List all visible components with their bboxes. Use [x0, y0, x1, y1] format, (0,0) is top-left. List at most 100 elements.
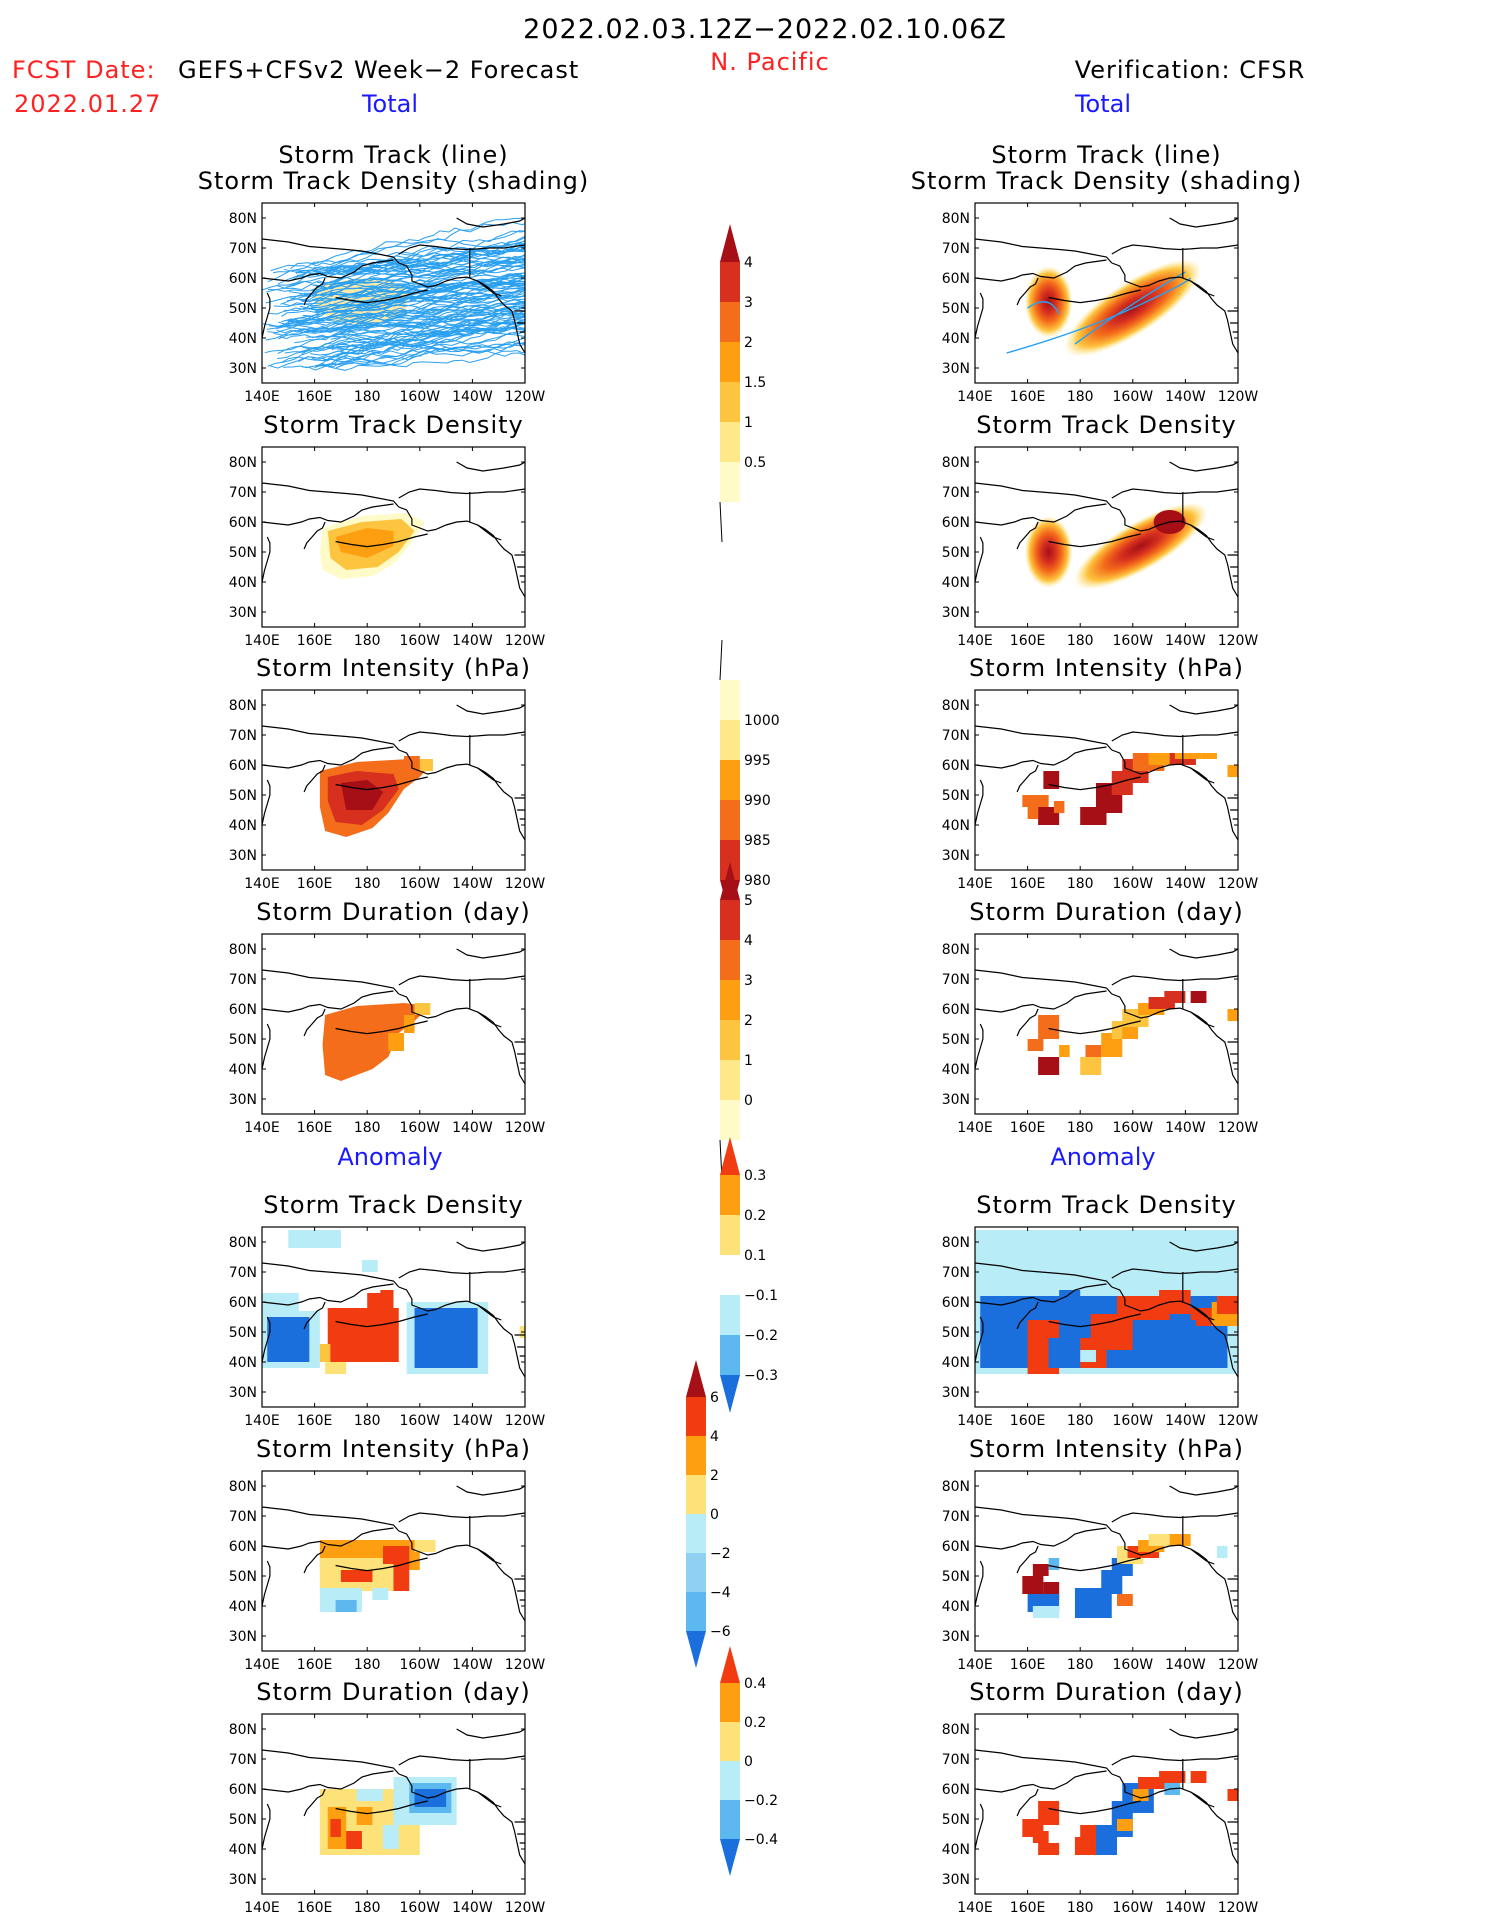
colorbar-segment	[720, 1375, 740, 1413]
lat-tick-label: 80N	[229, 1479, 257, 1495]
lat-tick-label: 70N	[942, 1265, 970, 1281]
bc-border	[477, 767, 502, 784]
state-borders	[1227, 797, 1238, 820]
lon-tick-label: 120W	[505, 1657, 546, 1673]
coast-kamchatka	[1016, 1301, 1039, 1330]
lon-tick-label: 140W	[1165, 1120, 1206, 1136]
lat-tick-label: 60N	[229, 1002, 257, 1018]
coast-okhotsk	[262, 503, 394, 526]
shading-cell	[372, 1588, 389, 1600]
lat-tick-label: 60N	[942, 1539, 970, 1555]
lat-tick-label: 80N	[942, 698, 970, 714]
shading-cell	[1201, 753, 1217, 759]
shading-cell	[1038, 1015, 1060, 1039]
colorbar-tail	[719, 639, 723, 681]
colorbar-segment	[686, 1397, 706, 1436]
lat-tick-label: 30N	[942, 1629, 970, 1645]
colorbar-segment	[686, 1360, 706, 1397]
lat-tick-label: 60N	[942, 271, 970, 287]
lon-tick-label: 140E	[244, 1120, 280, 1136]
lat-tick-label: 70N	[942, 972, 970, 988]
colorbar-segment	[720, 262, 740, 302]
lon-tick-label: 160W	[1113, 1120, 1154, 1136]
lat-tick-label: 30N	[229, 1629, 257, 1645]
storm-track-line	[315, 341, 525, 367]
state-borders	[514, 310, 525, 333]
coastline	[975, 704, 1238, 841]
shading-cell	[1080, 1350, 1096, 1362]
coastline	[262, 704, 525, 841]
colorbar-segment	[720, 1215, 740, 1255]
panel-title: Storm Track Density	[976, 411, 1236, 439]
storm-track-line	[283, 288, 525, 311]
lat-tick-label: 70N	[942, 728, 970, 744]
state-borders	[1227, 554, 1238, 577]
coast-kamchatka	[1016, 1545, 1039, 1574]
lat-tick-label: 70N	[942, 1752, 970, 1768]
colorbar-colorbar-anom-duration: 0.4 0.2 0 −0.2 −0.4	[720, 1646, 778, 1876]
lon-tick-label: 180	[1067, 876, 1094, 892]
colorbar-label: 4	[744, 255, 753, 271]
colorbar-colorbar-anom-intensity: 6 4 2 0 −2 −4 −6	[686, 1360, 731, 1668]
lat-tick-label: 40N	[229, 1355, 257, 1371]
colorbar-label: −4	[710, 1585, 731, 1601]
coast-okhotsk	[262, 1527, 394, 1550]
coast-kamchatka	[1016, 764, 1039, 793]
aleutian-chain	[335, 1557, 428, 1572]
shading-cell	[382, 1825, 399, 1849]
anomaly-label-right: Anomaly	[1050, 1143, 1155, 1171]
shading-cell	[1132, 1789, 1149, 1801]
colorbar-segment	[720, 342, 740, 382]
coastline	[975, 217, 1238, 354]
coast-japan	[975, 1560, 984, 1607]
coast-kamchatka	[303, 1301, 326, 1330]
state-borders	[514, 1821, 525, 1844]
coast-arctic-na	[1111, 488, 1238, 499]
coast-japan	[262, 779, 271, 826]
coast-arctic-na	[398, 731, 525, 742]
lon-tick-label: 180	[1067, 389, 1094, 405]
shading-cell	[1074, 1837, 1096, 1855]
lon-tick-label: 180	[1067, 633, 1094, 649]
shading-cell	[419, 759, 433, 771]
lon-tick-label: 160W	[1113, 633, 1154, 649]
shading-cell	[1159, 1771, 1186, 1783]
shading-cell	[288, 1230, 341, 1248]
map-content	[975, 461, 1238, 598]
colorbar-label: −2	[710, 1546, 731, 1562]
lat-tick-label: 40N	[942, 331, 970, 347]
colorbar-segment	[720, 382, 740, 422]
lat-tick-label: 70N	[229, 1509, 257, 1525]
lat-tick-label: 30N	[942, 361, 970, 377]
colorbar-label: 6	[710, 1390, 719, 1406]
lon-tick-label: 160E	[297, 876, 333, 892]
lon-tick-label: 160E	[297, 633, 333, 649]
map-panel-L-track-line: Storm Track (line)Storm Track Density (s…	[198, 141, 589, 405]
colorbar-label: 1.5	[744, 375, 766, 391]
map-content	[262, 1230, 525, 1378]
shading-cell	[414, 1308, 478, 1368]
shading-cell	[267, 1317, 310, 1362]
lat-tick-label: 70N	[229, 1752, 257, 1768]
panel-title: Storm Intensity (hPa)	[256, 654, 531, 682]
state-borders	[514, 1578, 525, 1601]
colorbar-segment	[720, 1295, 740, 1335]
coast-alaska-west-na	[398, 749, 525, 841]
bc-border	[1190, 1548, 1215, 1565]
lat-tick-label: 80N	[942, 1722, 970, 1738]
coast-siberia	[262, 482, 400, 508]
lon-tick-label: 120W	[505, 389, 546, 405]
storm-track-line	[337, 240, 525, 281]
lon-tick-label: 160W	[400, 1413, 441, 1429]
lon-tick-label: 160W	[1113, 389, 1154, 405]
lon-tick-label: 120W	[505, 633, 546, 649]
storm-track-line	[314, 259, 525, 290]
colorbar-label: 0.2	[744, 1208, 766, 1224]
panel-title: Storm Duration (day)	[256, 1678, 531, 1706]
shading-cell	[388, 1033, 405, 1051]
lon-tick-label: 140E	[957, 1657, 993, 1673]
map-content	[975, 1485, 1238, 1622]
lat-tick-label: 70N	[942, 241, 970, 257]
total-label-right: Total	[1074, 90, 1131, 118]
lat-tick-label: 40N	[229, 331, 257, 347]
